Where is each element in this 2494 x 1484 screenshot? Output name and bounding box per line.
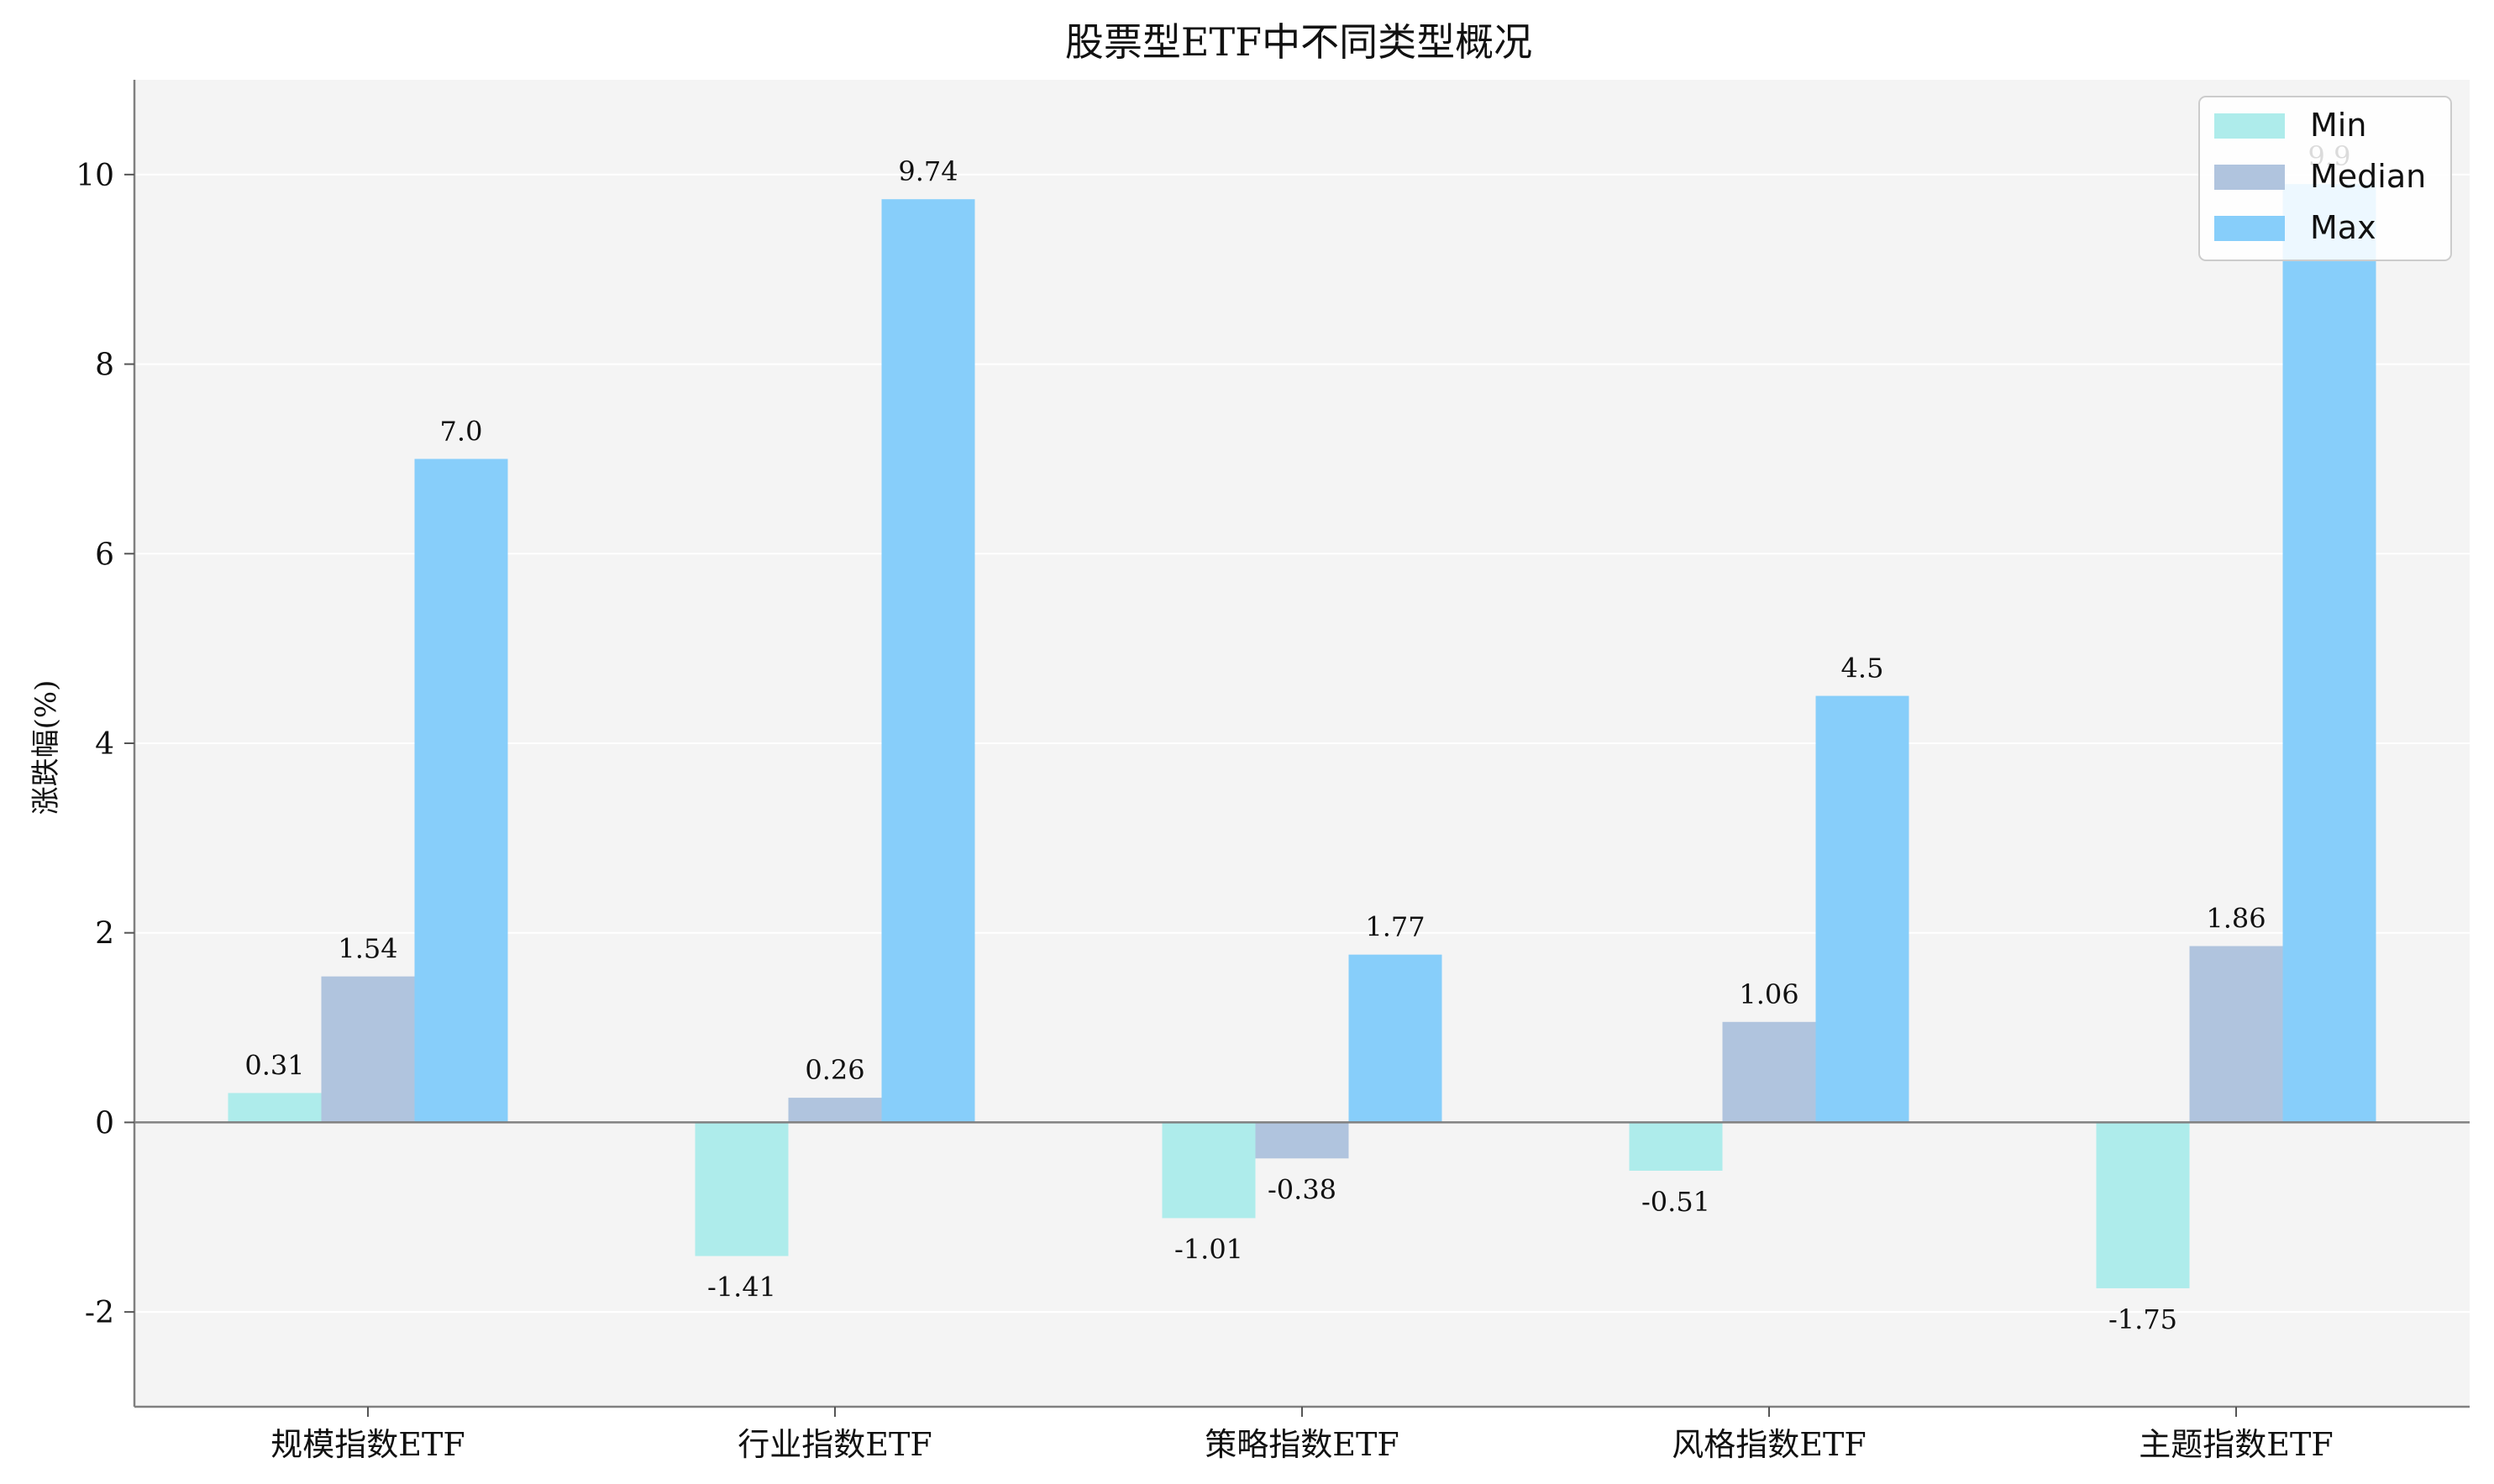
legend: Min Median Max	[2198, 96, 2452, 261]
grid-lines	[134, 173, 2470, 1314]
y-tick-label: 8	[95, 349, 114, 383]
x-tick-label: 策略指数ETF	[1205, 1426, 1399, 1463]
data-label: -1.41	[707, 1272, 776, 1303]
x-tick-label: 行业指数ETF	[738, 1426, 932, 1463]
data-label: -1.75	[2108, 1303, 2177, 1335]
bar-min	[1629, 1122, 1723, 1171]
legend-swatch	[2214, 113, 2285, 139]
bar-median	[1722, 1021, 1816, 1123]
data-label: 1.06	[1739, 978, 1798, 1010]
y-tick-label: 0	[95, 1106, 114, 1141]
bar-median	[788, 1098, 882, 1123]
y-tick-label: 10	[76, 159, 114, 193]
data-label: 1.86	[2206, 903, 2266, 935]
y-tick-label: -2	[85, 1296, 114, 1330]
data-label: 0.26	[805, 1054, 864, 1086]
y-tick-label: 2	[95, 917, 114, 952]
data-label: -0.51	[1641, 1186, 1710, 1218]
data-label: 1.77	[1365, 911, 1425, 943]
bar-min	[2096, 1122, 2190, 1288]
data-label: 9.74	[898, 155, 958, 187]
y-axis-label: 涨跌幅(%)	[29, 680, 63, 815]
bar-max	[1348, 954, 1442, 1123]
bar-min	[228, 1093, 322, 1123]
data-label: 4.5	[1841, 653, 1884, 684]
data-label: 7.0	[440, 415, 483, 447]
bar-min	[695, 1122, 789, 1256]
bar-max	[881, 199, 975, 1123]
x-tick-label: 规模指数ETF	[270, 1426, 465, 1463]
bar-max	[1815, 695, 1909, 1123]
x-tick-label: 风格指数ETF	[1672, 1426, 1866, 1463]
axes: -2 0 2 4 6 8 10 规模指数ETF 行业指数ETF 策略指数ETF 风格指数ETF 主题指…	[76, 80, 2470, 1463]
bars	[228, 184, 2376, 1288]
data-label: -1.01	[1174, 1233, 1243, 1265]
legend-swatch	[2214, 165, 2285, 190]
legend-swatch	[2214, 216, 2285, 241]
bar-median	[2189, 946, 2283, 1123]
x-tick-label: 主题指数ETF	[2139, 1426, 2333, 1463]
data-label: 0.31	[244, 1049, 304, 1081]
data-label: 1.54	[338, 933, 397, 965]
legend-label: Max	[2310, 209, 2376, 246]
data-label: -0.38	[1268, 1173, 1336, 1205]
bar-max	[2282, 184, 2376, 1123]
bar-median	[1255, 1122, 1349, 1159]
bar-min	[1162, 1122, 1256, 1219]
y-tick-label: 4	[95, 727, 114, 762]
legend-label: Median	[2310, 158, 2426, 195]
y-tick-label: 6	[95, 537, 114, 572]
chart-title: 股票型ETF中不同类型概况	[1065, 19, 1532, 65]
bar-max	[414, 459, 508, 1123]
legend-label: Min	[2310, 107, 2366, 144]
bar-median	[321, 976, 415, 1123]
